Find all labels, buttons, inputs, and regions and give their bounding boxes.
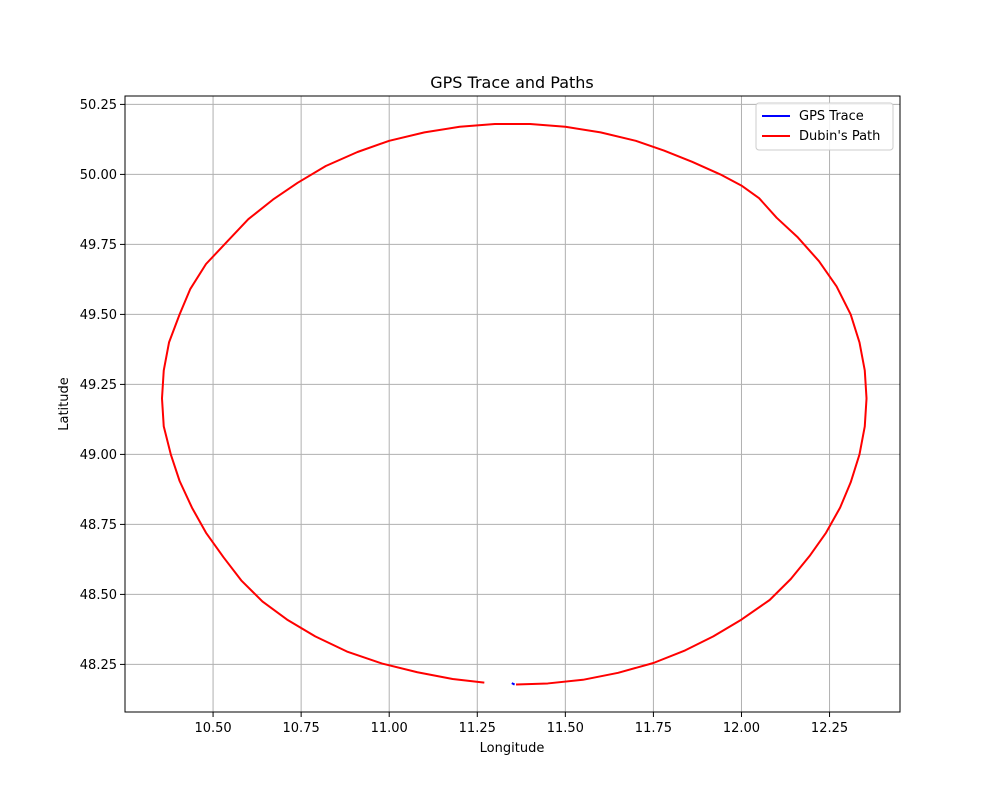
x-tick-label: 10.50 xyxy=(194,721,231,736)
legend-box xyxy=(755,102,894,151)
y-tick-label: 48.50 xyxy=(80,588,117,603)
ticks: 10.50 10.75 11.00 11.25 11.50 11.75 12.00 12.25… xyxy=(80,98,848,736)
x-tick-label: 12.00 xyxy=(723,721,760,736)
grid xyxy=(125,96,900,712)
legend-label-gps-trace: GPS Trace xyxy=(799,109,864,124)
y-tick-label: 50.25 xyxy=(80,98,117,113)
x-tick-label: 12.25 xyxy=(811,721,848,736)
legend-label-dubins-path: Dubin's Path xyxy=(799,129,880,144)
x-tick-label: 11.25 xyxy=(459,721,496,736)
y-tick-label: 49.50 xyxy=(80,308,117,323)
y-tick-label: 49.75 xyxy=(80,238,117,253)
legend: GPS Trace Dubin's Path xyxy=(755,102,894,151)
x-tick-label: 11.00 xyxy=(371,721,408,736)
y-tick-label: 49.00 xyxy=(80,448,117,463)
y-tick-label: 50.00 xyxy=(80,168,117,183)
x-tick-label: 11.50 xyxy=(547,721,584,736)
series-line-gps-trace xyxy=(511,682,516,686)
chart-title: GPS Trace and Paths xyxy=(430,73,594,92)
x-axis-title: Longitude xyxy=(480,741,545,756)
y-tick-label: 48.75 xyxy=(80,518,117,533)
y-axis-title: Latitude xyxy=(57,377,72,431)
x-tick-label: 10.75 xyxy=(283,721,320,736)
series-line-dubin-s-path xyxy=(160,123,868,686)
x-tick-label: 11.75 xyxy=(635,721,672,736)
plot-frame xyxy=(124,95,901,713)
y-tick-label: 48.25 xyxy=(80,658,117,673)
y-tick-label: 49.25 xyxy=(80,378,117,393)
series-layer xyxy=(160,123,868,686)
